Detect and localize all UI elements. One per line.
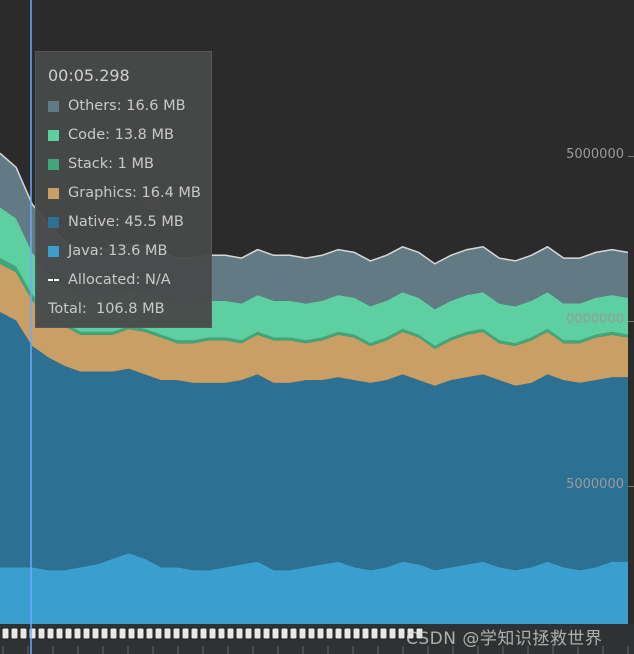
y-axis-tick-bottom	[628, 486, 634, 487]
legend-swatch-native	[48, 216, 59, 228]
gc-event-marker[interactable]	[226, 627, 235, 640]
gc-event-marker[interactable]	[55, 627, 64, 640]
gc-event-marker[interactable]	[163, 627, 172, 640]
tooltip-value: 1 MB	[117, 156, 154, 172]
gc-event-marker[interactable]	[406, 627, 415, 640]
tooltip-label: Native:	[68, 214, 120, 230]
gc-event-marker[interactable]	[172, 627, 181, 640]
gc-event-marker[interactable]	[280, 627, 289, 640]
gc-event-marker[interactable]	[118, 627, 127, 640]
tooltip-timestamp: 00:05.298	[48, 66, 130, 85]
tooltip-value: 45.5 MB	[124, 214, 184, 230]
tooltip-label: Stack:	[68, 156, 114, 172]
gc-event-marker[interactable]	[19, 627, 28, 640]
gc-event-marker[interactable]	[199, 627, 208, 640]
gc-event-marker[interactable]	[370, 627, 379, 640]
gc-event-marker[interactable]	[154, 627, 163, 640]
gc-event-marker[interactable]	[235, 627, 244, 640]
gc-event-marker[interactable]	[91, 627, 100, 640]
gc-event-marker[interactable]	[352, 627, 361, 640]
gc-event-marker[interactable]	[100, 627, 109, 640]
legend-swatch-code	[48, 129, 59, 141]
gc-event-marker[interactable]	[190, 627, 199, 640]
tooltip-label: Others:	[68, 98, 122, 114]
gc-event-marker[interactable]	[136, 627, 145, 640]
gc-event-marker[interactable]	[208, 627, 217, 640]
gc-event-marker[interactable]	[379, 627, 388, 640]
tooltip-value: N/A	[145, 272, 171, 288]
gc-event-marker[interactable]	[316, 627, 325, 640]
tooltip-row-java: Java: 13.6 MB	[48, 241, 167, 261]
gc-event-marker[interactable]	[397, 627, 406, 640]
tooltip-label: Java:	[68, 243, 104, 259]
y-axis-tick-top	[628, 156, 634, 157]
tooltip-total-value: 106.8 MB	[95, 301, 165, 317]
legend-swatch-graphics	[48, 187, 59, 199]
y-axis-tick-middle	[628, 321, 634, 322]
area-graphics	[0, 263, 628, 386]
tooltip-label: Allocated:	[68, 272, 141, 288]
gc-event-marker[interactable]	[388, 627, 397, 640]
gc-event-marker[interactable]	[28, 627, 37, 640]
gc-event-marker[interactable]	[334, 627, 343, 640]
legend-swatch-java	[48, 245, 59, 257]
gc-event-marker[interactable]	[73, 627, 82, 640]
y-axis-label-bottom: 5000000	[566, 477, 624, 492]
gc-event-marker[interactable]	[307, 627, 316, 640]
tooltip-row-code: Code: 13.8 MB	[48, 125, 174, 145]
gc-event-marker[interactable]	[37, 627, 46, 640]
tooltip-row-allocated: Allocated: N/A	[48, 270, 171, 290]
tooltip-row-native: Native: 45.5 MB	[48, 212, 184, 232]
tooltip-value: 13.6 MB	[108, 243, 168, 259]
gc-event-marker[interactable]	[415, 627, 424, 640]
gc-event-marker[interactable]	[343, 627, 352, 640]
gc-event-marker[interactable]	[1, 627, 10, 640]
legend-swatch-stack	[48, 158, 59, 170]
tooltip-value: 16.6 MB	[126, 98, 186, 114]
tooltip-total-label: Total:	[48, 301, 87, 317]
gc-event-marker[interactable]	[46, 627, 55, 640]
watermark: CSDN @学知识拯救世界	[406, 629, 603, 649]
gc-event-marker[interactable]	[217, 627, 226, 640]
gc-event-marker[interactable]	[289, 627, 298, 640]
tooltip-row-graphics: Graphics: 16.4 MB	[48, 183, 201, 203]
tooltip-row-stack: Stack: 1 MB	[48, 154, 154, 174]
area-native	[0, 312, 628, 571]
tooltip-value: 13.8 MB	[114, 127, 174, 143]
gc-event-marker[interactable]	[262, 627, 271, 640]
area-java	[0, 553, 628, 624]
memory-tooltip: 00:05.298 Others: 16.6 MB Code: 13.8 MB …	[35, 51, 212, 328]
tooltip-label: Graphics:	[68, 185, 137, 201]
gc-event-marker[interactable]	[325, 627, 334, 640]
gc-event-marker[interactable]	[253, 627, 262, 640]
legend-swatch-others	[48, 100, 59, 112]
y-axis-label-top: 5000000	[566, 147, 624, 162]
gc-event-marker[interactable]	[145, 627, 154, 640]
allocated-dash-icon	[48, 275, 59, 286]
gc-event-marker[interactable]	[361, 627, 370, 640]
tooltip-label: Code:	[68, 127, 111, 143]
gc-event-marker[interactable]	[64, 627, 73, 640]
tooltip-total: Total: 106.8 MB	[48, 301, 165, 317]
gc-event-marker[interactable]	[298, 627, 307, 640]
y-axis-label-middle: 0000000	[566, 312, 624, 327]
gc-event-marker[interactable]	[271, 627, 280, 640]
gc-event-marker[interactable]	[244, 627, 253, 640]
tooltip-row-others: Others: 16.6 MB	[48, 96, 186, 116]
gc-event-marker[interactable]	[181, 627, 190, 640]
gc-event-marker[interactable]	[127, 627, 136, 640]
tooltip-value: 16.4 MB	[141, 185, 201, 201]
gc-event-marker[interactable]	[82, 627, 91, 640]
gc-event-marker[interactable]	[109, 627, 118, 640]
gc-event-marker[interactable]	[10, 627, 19, 640]
